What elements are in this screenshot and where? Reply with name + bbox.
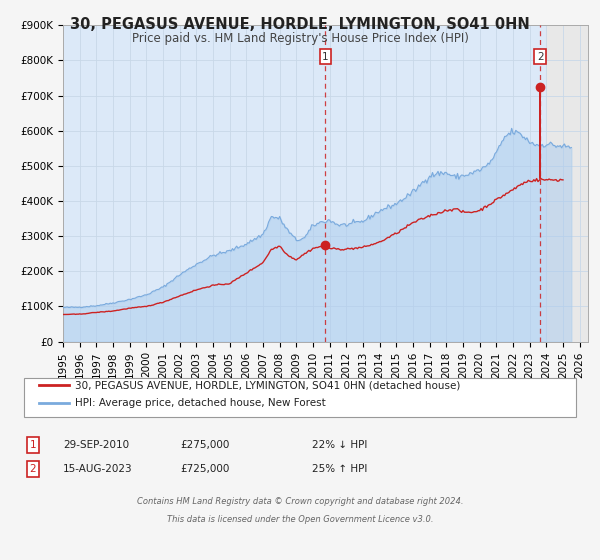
Text: £725,000: £725,000 xyxy=(180,464,229,474)
Text: 15-AUG-2023: 15-AUG-2023 xyxy=(63,464,133,474)
Bar xyxy=(547,25,588,342)
Text: Contains HM Land Registry data © Crown copyright and database right 2024.: Contains HM Land Registry data © Crown c… xyxy=(137,497,463,506)
Text: 2: 2 xyxy=(29,464,37,474)
Text: Price paid vs. HM Land Registry's House Price Index (HPI): Price paid vs. HM Land Registry's House … xyxy=(131,32,469,45)
Text: 22% ↓ HPI: 22% ↓ HPI xyxy=(312,440,367,450)
Text: 25% ↑ HPI: 25% ↑ HPI xyxy=(312,464,367,474)
Text: 30, PEGASUS AVENUE, HORDLE, LYMINGTON, SO41 0HN (detached house): 30, PEGASUS AVENUE, HORDLE, LYMINGTON, S… xyxy=(75,380,460,390)
Text: 30, PEGASUS AVENUE, HORDLE, LYMINGTON, SO41 0HN: 30, PEGASUS AVENUE, HORDLE, LYMINGTON, S… xyxy=(70,17,530,32)
Text: HPI: Average price, detached house, New Forest: HPI: Average price, detached house, New … xyxy=(75,398,326,408)
Text: 29-SEP-2010: 29-SEP-2010 xyxy=(63,440,129,450)
Text: This data is licensed under the Open Government Licence v3.0.: This data is licensed under the Open Gov… xyxy=(167,515,433,524)
Text: £275,000: £275,000 xyxy=(180,440,229,450)
Text: 1: 1 xyxy=(29,440,37,450)
Text: 1: 1 xyxy=(322,52,329,62)
Text: 2: 2 xyxy=(537,52,544,62)
